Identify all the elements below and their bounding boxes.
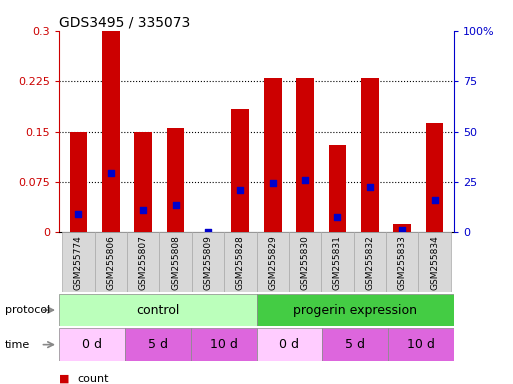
Bar [256, 328, 322, 361]
Text: GSM255808: GSM255808 [171, 235, 180, 290]
Bar [167, 128, 185, 232]
Point [398, 227, 406, 233]
Text: count: count [77, 374, 108, 384]
Text: 10 d: 10 d [407, 338, 435, 351]
Point [430, 197, 439, 203]
Point [107, 170, 115, 176]
Bar [256, 232, 289, 292]
Bar [426, 123, 443, 232]
Text: protocol: protocol [5, 305, 50, 315]
Text: GSM255829: GSM255829 [268, 235, 277, 290]
Bar [296, 78, 314, 232]
Text: time: time [5, 339, 30, 350]
Bar [289, 232, 321, 292]
Bar [322, 328, 388, 361]
Point [139, 207, 147, 213]
Text: control: control [136, 304, 180, 316]
Bar [94, 232, 127, 292]
Text: 5 d: 5 d [148, 338, 168, 351]
Bar [388, 328, 454, 361]
Bar [393, 223, 411, 232]
Bar [59, 294, 256, 326]
Text: GSM255833: GSM255833 [398, 235, 407, 290]
Bar [224, 232, 256, 292]
Point [333, 214, 342, 220]
Bar [102, 31, 120, 232]
Bar [59, 328, 125, 361]
Point [301, 177, 309, 183]
Bar [191, 328, 256, 361]
Bar [386, 232, 419, 292]
Bar [192, 232, 224, 292]
Text: GSM255834: GSM255834 [430, 235, 439, 290]
Text: GSM255774: GSM255774 [74, 235, 83, 290]
Text: 0 d: 0 d [280, 338, 300, 351]
Bar [125, 328, 191, 361]
Point [74, 210, 83, 217]
Bar [62, 232, 94, 292]
Point [204, 229, 212, 235]
Bar [328, 145, 346, 232]
Text: GSM255831: GSM255831 [333, 235, 342, 290]
Text: progerin expression: progerin expression [293, 304, 417, 316]
Bar [361, 78, 379, 232]
Point [269, 180, 277, 186]
Bar [70, 131, 87, 232]
Bar [256, 294, 454, 326]
Text: GSM255809: GSM255809 [204, 235, 212, 290]
Text: GSM255806: GSM255806 [106, 235, 115, 290]
Bar [231, 109, 249, 232]
Text: GDS3495 / 335073: GDS3495 / 335073 [59, 16, 190, 30]
Text: GSM255832: GSM255832 [365, 235, 374, 290]
Bar [264, 78, 282, 232]
Bar [419, 232, 451, 292]
Bar [160, 232, 192, 292]
Point [366, 184, 374, 190]
Text: 5 d: 5 d [345, 338, 365, 351]
Bar [353, 232, 386, 292]
Point [171, 202, 180, 209]
Bar [321, 232, 353, 292]
Text: GSM255807: GSM255807 [139, 235, 148, 290]
Bar [134, 131, 152, 232]
Text: 10 d: 10 d [210, 338, 238, 351]
Text: GSM255828: GSM255828 [236, 235, 245, 290]
Point [236, 187, 244, 193]
Text: ■: ■ [59, 374, 69, 384]
Text: GSM255830: GSM255830 [301, 235, 309, 290]
Bar [127, 232, 160, 292]
Text: 0 d: 0 d [82, 338, 102, 351]
